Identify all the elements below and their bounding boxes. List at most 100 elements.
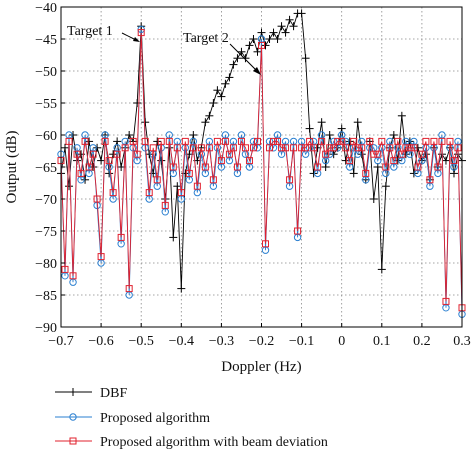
data-point xyxy=(414,163,422,171)
data-point xyxy=(305,124,314,133)
legend-label: Proposed algorithm with beam deviation xyxy=(100,435,328,450)
data-point xyxy=(397,111,406,120)
data-point xyxy=(105,157,113,165)
data-point xyxy=(221,79,230,88)
data-point xyxy=(374,150,382,158)
data-point xyxy=(229,144,237,152)
data-point xyxy=(285,15,294,24)
y-tick-label: −55 xyxy=(35,97,57,112)
x-tick-label: −0.2 xyxy=(249,334,274,349)
data-point xyxy=(309,169,318,178)
data-point xyxy=(161,201,169,209)
y-tick-label: −85 xyxy=(35,289,57,304)
annotation-arrowhead xyxy=(253,67,261,75)
data-point xyxy=(169,163,177,171)
data-point xyxy=(334,137,342,145)
data-point xyxy=(245,41,254,50)
grid xyxy=(60,6,463,328)
data-point xyxy=(277,22,286,31)
x-tick-label: 0.1 xyxy=(373,334,391,349)
data-point xyxy=(269,28,278,37)
y-tick-label: −65 xyxy=(35,161,57,176)
x-tick-label: −0.7 xyxy=(48,334,73,349)
data-point xyxy=(330,144,338,152)
data-point xyxy=(409,169,418,178)
data-point xyxy=(113,150,121,158)
data-point xyxy=(153,176,161,184)
data-point xyxy=(109,189,117,197)
data-point xyxy=(229,60,238,69)
data-point xyxy=(193,182,201,190)
data-point xyxy=(326,144,334,152)
data-point xyxy=(241,54,250,63)
data-point xyxy=(65,182,74,191)
data-point xyxy=(406,144,414,152)
data-point xyxy=(273,35,282,43)
data-point xyxy=(346,157,354,165)
series-square xyxy=(57,29,466,312)
data-point xyxy=(89,150,97,158)
annotation-arrow xyxy=(229,43,259,73)
data-point xyxy=(282,144,290,152)
data-point xyxy=(434,163,442,171)
data-point xyxy=(413,143,422,152)
data-point xyxy=(245,157,253,165)
x-axis-label: Doppler (Hz) xyxy=(221,359,301,375)
data-point xyxy=(213,137,221,145)
data-point xyxy=(189,144,197,152)
data-point xyxy=(145,189,153,197)
data-point xyxy=(373,163,382,171)
data-point xyxy=(253,47,262,56)
data-point xyxy=(261,41,270,50)
data-point xyxy=(450,157,458,165)
data-point xyxy=(389,131,398,139)
data-point xyxy=(197,144,205,152)
data-point xyxy=(350,137,358,145)
data-point xyxy=(342,144,350,152)
y-tick-label: −60 xyxy=(35,129,57,144)
data-point xyxy=(298,144,306,152)
data-point xyxy=(253,137,261,145)
data-point xyxy=(329,150,338,159)
data-point xyxy=(69,272,77,280)
data-point xyxy=(237,47,246,56)
data-point xyxy=(306,137,314,145)
data-point xyxy=(181,137,189,145)
data-point xyxy=(97,156,106,165)
annotation-target-1: Target 1 xyxy=(67,24,113,39)
data-point xyxy=(177,189,185,197)
data-point xyxy=(249,35,258,43)
data-point xyxy=(317,118,326,127)
x-tick-label: −0.1 xyxy=(289,334,314,349)
data-point xyxy=(233,163,241,171)
data-point xyxy=(73,150,81,158)
data-point xyxy=(157,137,165,145)
data-point xyxy=(237,137,245,145)
y-tick-label: −70 xyxy=(35,193,57,208)
data-point xyxy=(109,150,118,159)
data-point xyxy=(430,137,438,145)
data-point xyxy=(97,253,105,261)
data-point xyxy=(302,144,310,152)
data-point xyxy=(169,233,178,242)
data-point xyxy=(266,144,274,152)
data-point xyxy=(274,137,282,145)
data-point xyxy=(149,144,157,152)
data-point xyxy=(362,169,370,177)
data-point xyxy=(377,265,386,274)
y-axis-label: Output (dB) xyxy=(4,131,20,204)
legend-label: Proposed algorithm xyxy=(100,411,210,426)
axis-ticks: −0.7 −0.6 −0.5 −0.4 −0.3 −0.2 −0.1 0 0.1 0.2 0.3 −9… xyxy=(35,1,471,349)
data-point xyxy=(205,144,213,152)
data-point xyxy=(345,137,354,146)
data-point xyxy=(217,157,225,165)
x-tick-label: −0.6 xyxy=(88,334,113,349)
data-point xyxy=(61,265,69,273)
data-point xyxy=(141,137,149,145)
data-point xyxy=(390,157,398,165)
data-point xyxy=(69,131,78,139)
y-tick-label: −75 xyxy=(35,225,57,240)
data-point xyxy=(381,182,390,191)
data-point xyxy=(426,176,434,184)
data-point xyxy=(93,195,101,203)
